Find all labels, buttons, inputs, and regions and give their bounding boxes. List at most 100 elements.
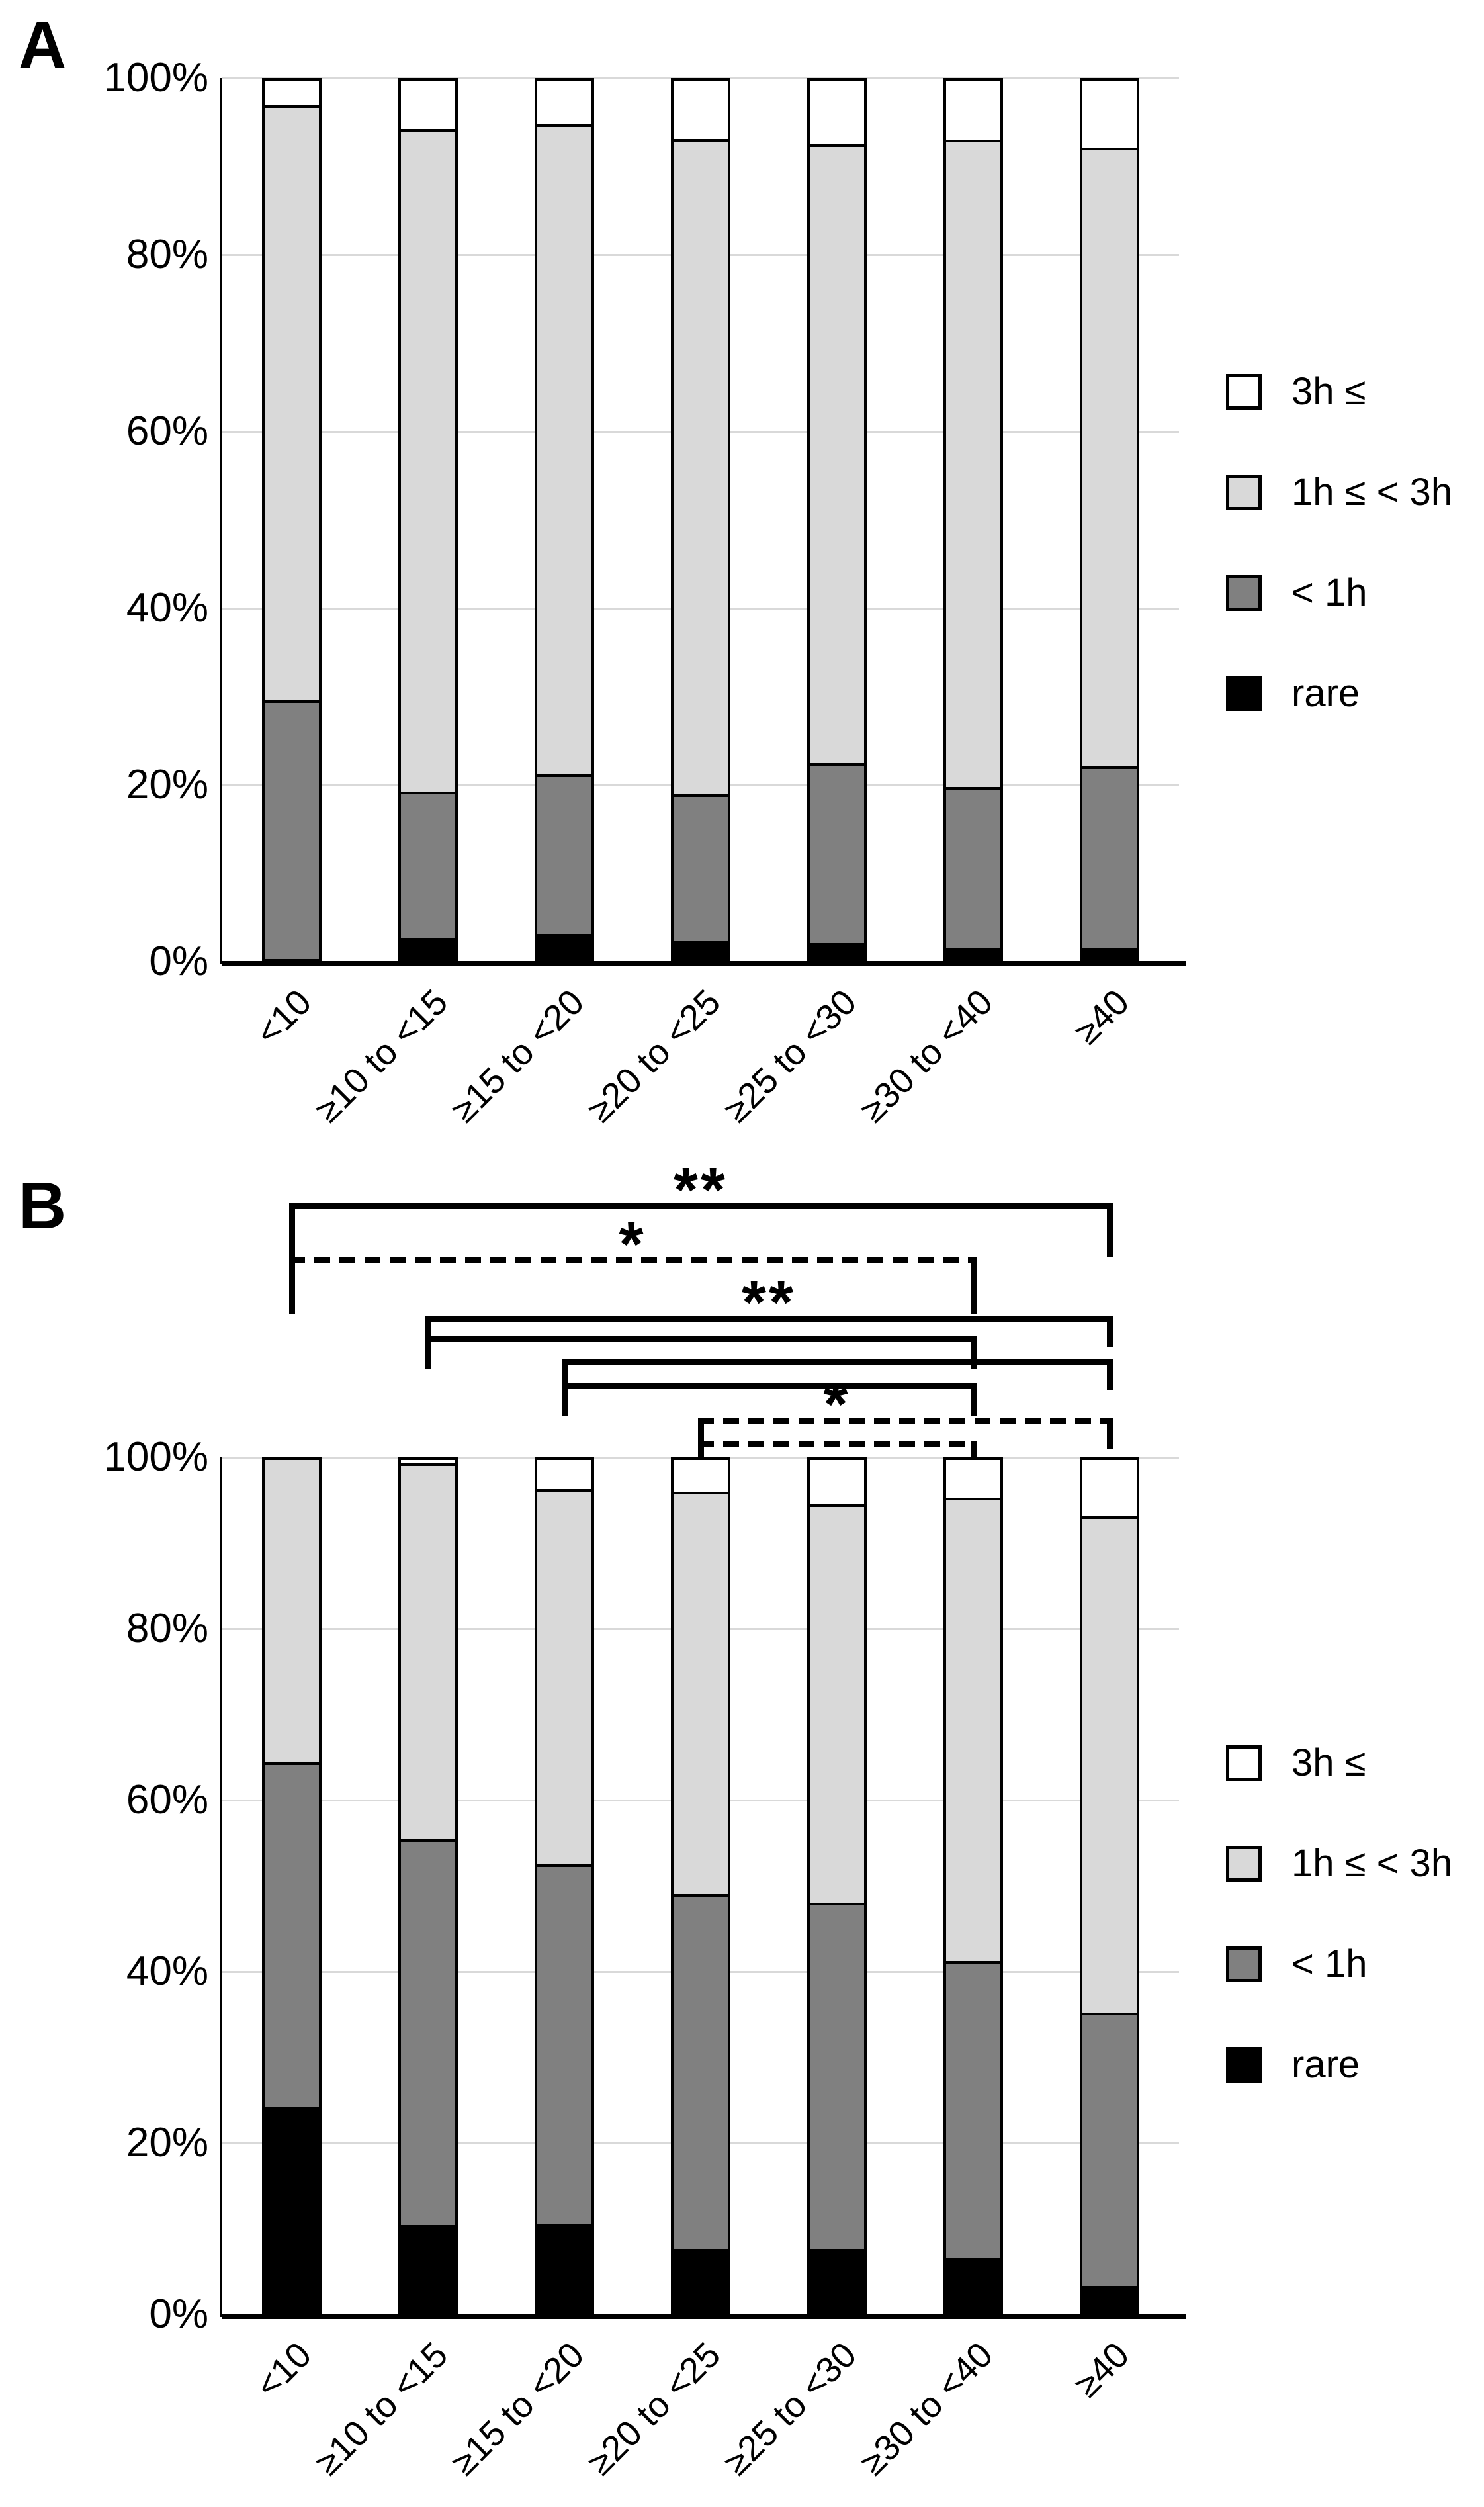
bar-segment xyxy=(810,2248,864,2312)
x-axis-line xyxy=(222,961,1186,966)
significance-asterisk-label: * xyxy=(619,1209,646,1279)
legend-swatch xyxy=(1226,575,1262,611)
bar-segment xyxy=(1082,1460,1137,1516)
bar-segment xyxy=(401,1460,455,1464)
bar-segment xyxy=(537,774,591,934)
bar-segment xyxy=(265,1762,319,2108)
x-axis-line xyxy=(222,2314,1186,2319)
y-axis-tick-label: 40% xyxy=(126,585,208,631)
bar-segment xyxy=(537,2224,591,2312)
legend-item-label: 3h ≤ xyxy=(1291,370,1366,413)
bar-segment xyxy=(810,763,864,944)
y-axis-tick-label: 0% xyxy=(149,2291,208,2337)
y-axis-tick-label: 100% xyxy=(103,55,208,101)
significance-bracket-tick xyxy=(698,1418,704,1457)
bar-segment xyxy=(946,1960,1000,2258)
legend-item-label: < 1h xyxy=(1291,571,1368,614)
bar-segment xyxy=(946,2257,1000,2312)
significance-bracket-line xyxy=(562,1359,1113,1365)
significance-asterisk-label: ** xyxy=(674,1155,728,1225)
bar-segment xyxy=(946,1497,1000,1961)
y-axis-tick-label: 100% xyxy=(103,1434,208,1480)
bar-segment xyxy=(674,1491,728,1895)
bar-segment xyxy=(1082,81,1137,148)
bar-segment xyxy=(946,786,1000,949)
legend-swatch xyxy=(1226,475,1262,510)
bar-segment xyxy=(265,1460,319,1762)
bar-segment xyxy=(401,2224,455,2312)
bar-segment xyxy=(674,941,728,959)
y-axis-tick-label: 40% xyxy=(126,1948,208,1994)
stacked-bar xyxy=(398,1457,458,2314)
y-axis-tick-label: 60% xyxy=(126,1777,208,1823)
bar-segment xyxy=(1082,147,1137,767)
bar-segment xyxy=(810,943,864,959)
bar-segment xyxy=(810,81,864,144)
stacked-bar xyxy=(943,78,1003,962)
y-axis-line xyxy=(220,78,222,964)
significance-asterisk-label: ** xyxy=(742,1267,796,1338)
bar-segment xyxy=(946,948,1000,959)
bar-segment xyxy=(1082,948,1137,959)
bar-segment xyxy=(265,105,319,700)
y-axis-tick-label: 60% xyxy=(126,408,208,454)
y-axis-tick-label: 20% xyxy=(126,2120,208,2165)
bar-segment xyxy=(674,1460,728,1492)
legend-item-label: 3h ≤ xyxy=(1291,1741,1366,1784)
bar-segment xyxy=(946,139,1000,787)
bar-segment xyxy=(401,1463,455,1839)
bar-segment xyxy=(537,1864,591,2224)
significance-bracket-tick xyxy=(1107,1418,1113,1449)
legend-swatch xyxy=(1226,1745,1262,1781)
significance-bracket-tick xyxy=(562,1383,568,1416)
bar-segment xyxy=(401,938,455,959)
stacked-bar xyxy=(807,1457,867,2314)
stacked-bar xyxy=(535,78,594,962)
significance-bracket-line xyxy=(562,1383,977,1389)
bar-segment xyxy=(1082,2286,1137,2312)
legend-swatch xyxy=(1226,1846,1262,1882)
significance-bracket-line xyxy=(289,1203,1113,1209)
bar-segment xyxy=(810,1460,864,1504)
significance-asterisk-label: * xyxy=(823,1369,851,1439)
stacked-bar xyxy=(398,78,458,962)
stacked-bar xyxy=(671,1457,730,2314)
significance-bracket-tick xyxy=(971,1257,977,1314)
legend-swatch xyxy=(1226,1946,1262,1982)
significance-bracket-tick xyxy=(971,1441,977,1457)
significance-bracket-tick xyxy=(289,1203,295,1257)
bar-segment xyxy=(946,1460,1000,1498)
legend-swatch xyxy=(1226,2047,1262,2083)
bar-segment xyxy=(810,1504,864,1903)
bar-segment xyxy=(1082,766,1137,949)
y-axis-tick-label: 80% xyxy=(126,1606,208,1651)
significance-bracket-tick xyxy=(1107,1203,1113,1257)
bar-segment xyxy=(401,1839,455,2225)
significance-bracket-line xyxy=(698,1441,977,1447)
legend-item-label: rare xyxy=(1291,672,1360,715)
bar-segment xyxy=(265,81,319,106)
bar-segment xyxy=(401,791,455,939)
significance-bracket-line xyxy=(698,1418,1113,1424)
stacked-bar xyxy=(1080,1457,1139,2314)
bar-segment xyxy=(1082,1516,1137,2013)
significance-bracket-tick xyxy=(289,1257,295,1314)
significance-bracket-tick xyxy=(1107,1316,1113,1347)
significance-bracket-tick xyxy=(698,1441,704,1457)
significance-bracket-tick xyxy=(562,1359,568,1390)
y-axis-tick-label: 20% xyxy=(126,762,208,807)
legend-item-label: 1h ≤ < 3h xyxy=(1291,471,1453,514)
bar-segment xyxy=(810,144,864,764)
y-axis-tick-label: 0% xyxy=(149,938,208,984)
bar-segment xyxy=(1082,2013,1137,2287)
y-axis-line xyxy=(220,1457,222,2317)
legend-swatch xyxy=(1226,374,1262,410)
legend-item-label: 1h ≤ < 3h xyxy=(1291,1842,1453,1885)
bar-segment xyxy=(537,124,591,775)
stacked-bar xyxy=(262,78,322,962)
bar-segment xyxy=(537,81,591,125)
stacked-bar xyxy=(535,1457,594,2314)
stacked-bar xyxy=(807,78,867,962)
bar-segment xyxy=(674,138,728,794)
